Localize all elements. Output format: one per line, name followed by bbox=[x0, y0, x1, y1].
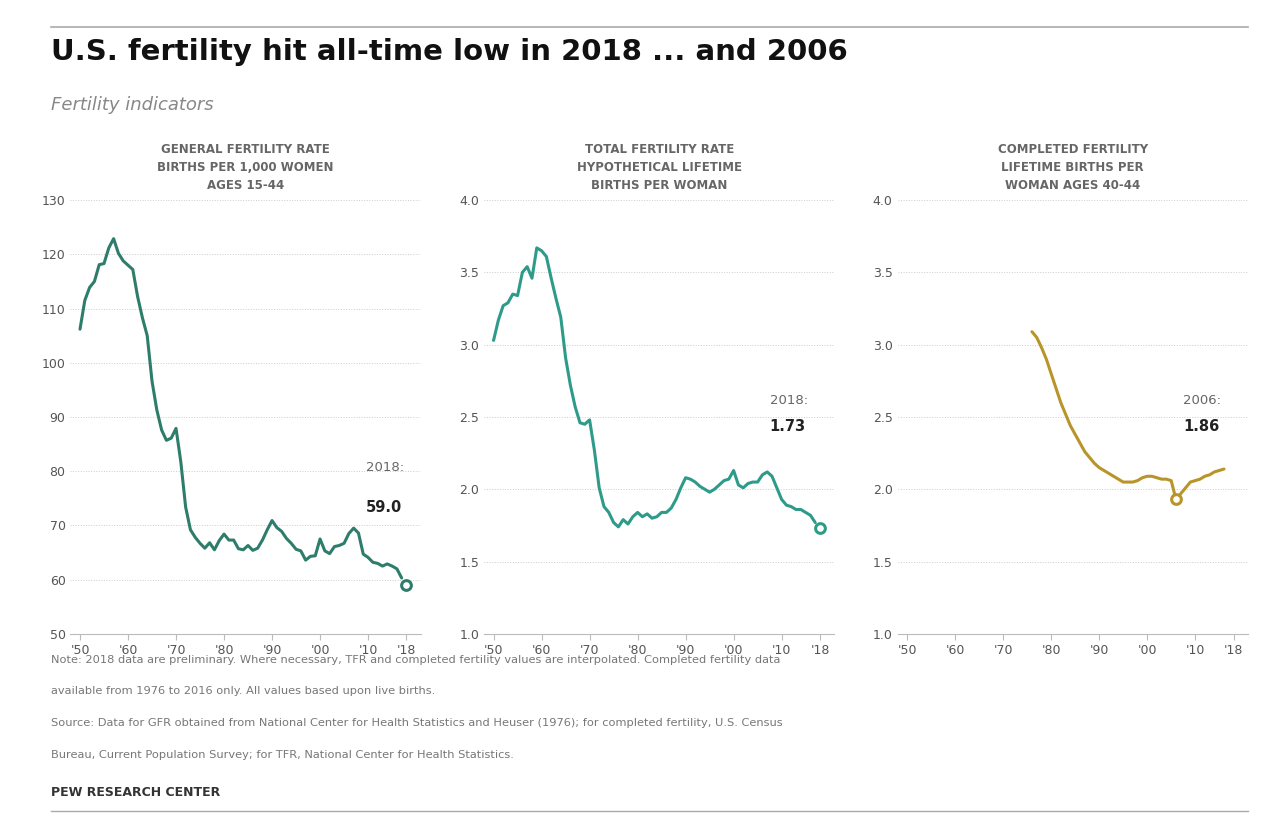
Text: 2006:: 2006: bbox=[1183, 394, 1221, 407]
Text: PEW RESEARCH CENTER: PEW RESEARCH CENTER bbox=[51, 786, 220, 799]
Text: 2018:: 2018: bbox=[769, 394, 808, 407]
Text: available from 1976 to 2016 only. All values based upon live births.: available from 1976 to 2016 only. All va… bbox=[51, 686, 435, 696]
Text: 1.86: 1.86 bbox=[1183, 420, 1220, 435]
Text: Source: Data for GFR obtained from National Center for Health Statistics and Heu: Source: Data for GFR obtained from Natio… bbox=[51, 718, 783, 728]
Title: TOTAL FERTILITY RATE
HYPOTHETICAL LIFETIME
BIRTHS PER WOMAN: TOTAL FERTILITY RATE HYPOTHETICAL LIFETI… bbox=[577, 143, 741, 192]
Text: 59.0: 59.0 bbox=[366, 500, 402, 515]
Text: Note: 2018 data are preliminary. Where necessary, TFR and completed fertility va: Note: 2018 data are preliminary. Where n… bbox=[51, 655, 781, 665]
Text: U.S. fertility hit all-time low in 2018 ... and 2006: U.S. fertility hit all-time low in 2018 … bbox=[51, 38, 847, 66]
Text: Bureau, Current Population Survey; for TFR, National Center for Health Statistic: Bureau, Current Population Survey; for T… bbox=[51, 750, 515, 760]
Text: 2018:: 2018: bbox=[366, 461, 403, 474]
Title: GENERAL FERTILITY RATE
BIRTHS PER 1,000 WOMEN
AGES 15-44: GENERAL FERTILITY RATE BIRTHS PER 1,000 … bbox=[157, 143, 334, 192]
Text: 1.73: 1.73 bbox=[769, 420, 805, 435]
Title: COMPLETED FERTILITY
LIFETIME BIRTHS PER
WOMAN AGES 40-44: COMPLETED FERTILITY LIFETIME BIRTHS PER … bbox=[997, 143, 1148, 192]
Text: Fertility indicators: Fertility indicators bbox=[51, 96, 214, 114]
